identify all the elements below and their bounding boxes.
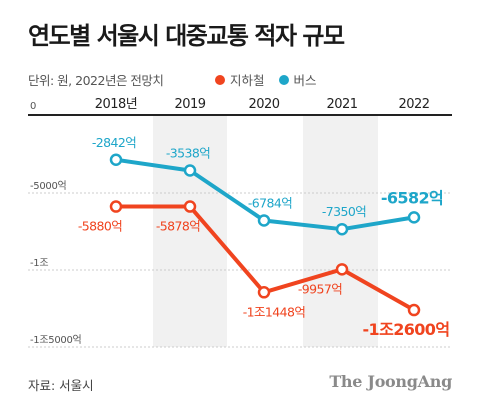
chart-subtitle: 단위: 원, 2022년은 전망치	[28, 73, 164, 88]
data-point	[335, 222, 349, 236]
x-tick-label: 2020	[248, 97, 279, 112]
data-label: -9957억	[298, 281, 342, 296]
data-label: -7350억	[322, 204, 366, 219]
x-tick-label: 2018년	[95, 97, 138, 112]
legend-label-bus: 버스	[293, 73, 317, 88]
y-tick-label: -5000억	[30, 180, 66, 192]
data-label: -5878억	[156, 219, 200, 234]
chart-title: 연도별 서울시 대중교통 적자 규모	[28, 22, 345, 50]
data-point	[109, 153, 123, 167]
legend-item-bus: 버스	[278, 70, 317, 89]
data-point	[257, 286, 271, 299]
data-point	[407, 303, 421, 317]
data-label: -2842억	[92, 135, 136, 150]
legend-label-subway: 지하철	[230, 73, 265, 88]
data-label: -1조1448억	[243, 304, 305, 319]
legend-swatch-subway	[215, 74, 225, 85]
x-tick-label: 2022	[398, 97, 429, 112]
y-tick-label: -1조	[30, 258, 48, 269]
data-label: -6582억	[381, 188, 443, 207]
data-label: -3538억	[166, 145, 210, 160]
y-tick-label: 0	[30, 101, 36, 112]
y-tick-label: -1조5000억	[30, 334, 81, 346]
x-axis-line	[28, 114, 452, 116]
legend-swatch-bus	[278, 74, 289, 85]
data-label: -6784억	[248, 195, 292, 210]
data-point	[407, 211, 421, 224]
data-label: -1조2600억	[363, 320, 450, 339]
data-point	[183, 200, 197, 213]
brand-logo: The JoongAng	[329, 372, 452, 391]
legend-item-subway: 지하철	[215, 70, 265, 89]
data-label: -5880억	[78, 219, 122, 234]
category-band	[153, 116, 227, 347]
x-tick-label: 2019	[174, 97, 205, 112]
legend: 지하철 버스	[215, 70, 317, 89]
x-tick-label: 2021	[326, 97, 357, 112]
data-point	[257, 214, 271, 227]
data-point	[109, 200, 123, 213]
data-point	[335, 263, 349, 276]
source-note: 자료: 서울시	[28, 378, 94, 393]
data-point	[183, 164, 197, 177]
